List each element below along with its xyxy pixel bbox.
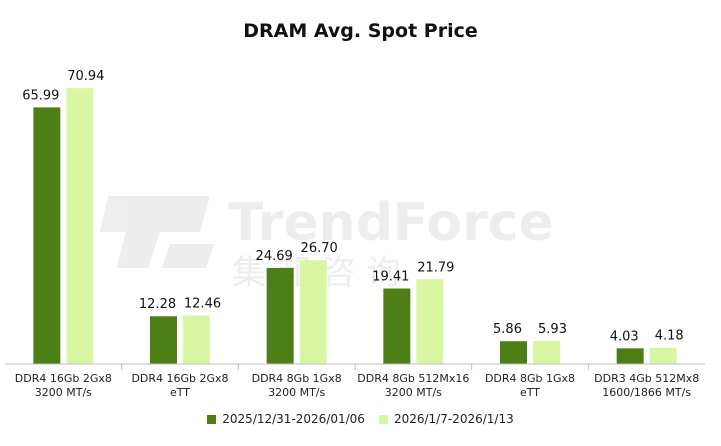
x-tick-label: DDR4 16Gb 2Gx8 3200 MT/s xyxy=(15,372,112,399)
legend-label-series-1: 2025/12/31-2026/01/06 xyxy=(222,412,365,426)
bar-series-1 xyxy=(266,267,294,364)
legend-swatch-series-2 xyxy=(378,414,388,424)
legend-item-series-1: 2025/12/31-2026/01/06 xyxy=(207,412,365,426)
data-label-series-2: 70.94 xyxy=(67,69,104,84)
bar-series-1 xyxy=(616,348,644,364)
bar-series-1 xyxy=(150,316,177,364)
x-tick-label: DDR4 8Gb 1Gx8 3200 MT/s xyxy=(252,372,342,399)
bar-series-2 xyxy=(533,340,560,364)
data-label-series-1: 4.03 xyxy=(610,329,639,344)
bar-series-2 xyxy=(649,347,677,364)
legend-label-series-2: 2026/1/7-2026/1/13 xyxy=(393,412,514,426)
watermark-logo: TrendForce 集 邦 咨 询 xyxy=(100,193,554,293)
bar-series-1 xyxy=(500,341,527,364)
bar-series-2 xyxy=(66,88,94,364)
data-label-series-1: 19.41 xyxy=(372,270,409,285)
legend: 2025/12/31-2026/01/06 2026/1/7-2026/1/13 xyxy=(0,412,721,426)
data-label-series-1: 12.28 xyxy=(139,297,176,312)
x-tick-label: DDR4 16Gb 2Gx8 eTT xyxy=(131,372,228,399)
data-label-series-2: 12.46 xyxy=(184,297,221,312)
legend-item-series-2: 2026/1/7-2026/1/13 xyxy=(378,412,514,426)
x-tick-label: DDR4 8Gb 512Mx16 3200 MT/s xyxy=(357,372,469,399)
data-label-series-1: 24.69 xyxy=(256,249,293,264)
data-label-series-2: 5.93 xyxy=(538,322,567,337)
data-label-series-1: 5.86 xyxy=(493,322,522,337)
bar-series-2 xyxy=(183,315,210,364)
watermark-text: TrendForce xyxy=(228,193,554,253)
legend-swatch-series-1 xyxy=(207,414,217,424)
bar-series-1 xyxy=(383,288,411,364)
x-tick-label: DDR3 4Gb 512Mx8 1600/1866 MT/s xyxy=(594,372,699,399)
chart-title: DRAM Avg. Spot Price xyxy=(243,20,478,42)
data-label-series-2: 4.18 xyxy=(655,329,684,344)
bar-series-2 xyxy=(299,260,327,364)
data-label-series-1: 65.99 xyxy=(22,88,59,103)
x-tick-label: DDR4 8Gb 1Gx8 eTT xyxy=(485,372,575,399)
bar-series-2 xyxy=(416,279,444,364)
bar-series-1 xyxy=(33,107,61,364)
data-label-series-2: 26.70 xyxy=(301,241,338,256)
data-label-series-2: 21.79 xyxy=(417,260,454,275)
